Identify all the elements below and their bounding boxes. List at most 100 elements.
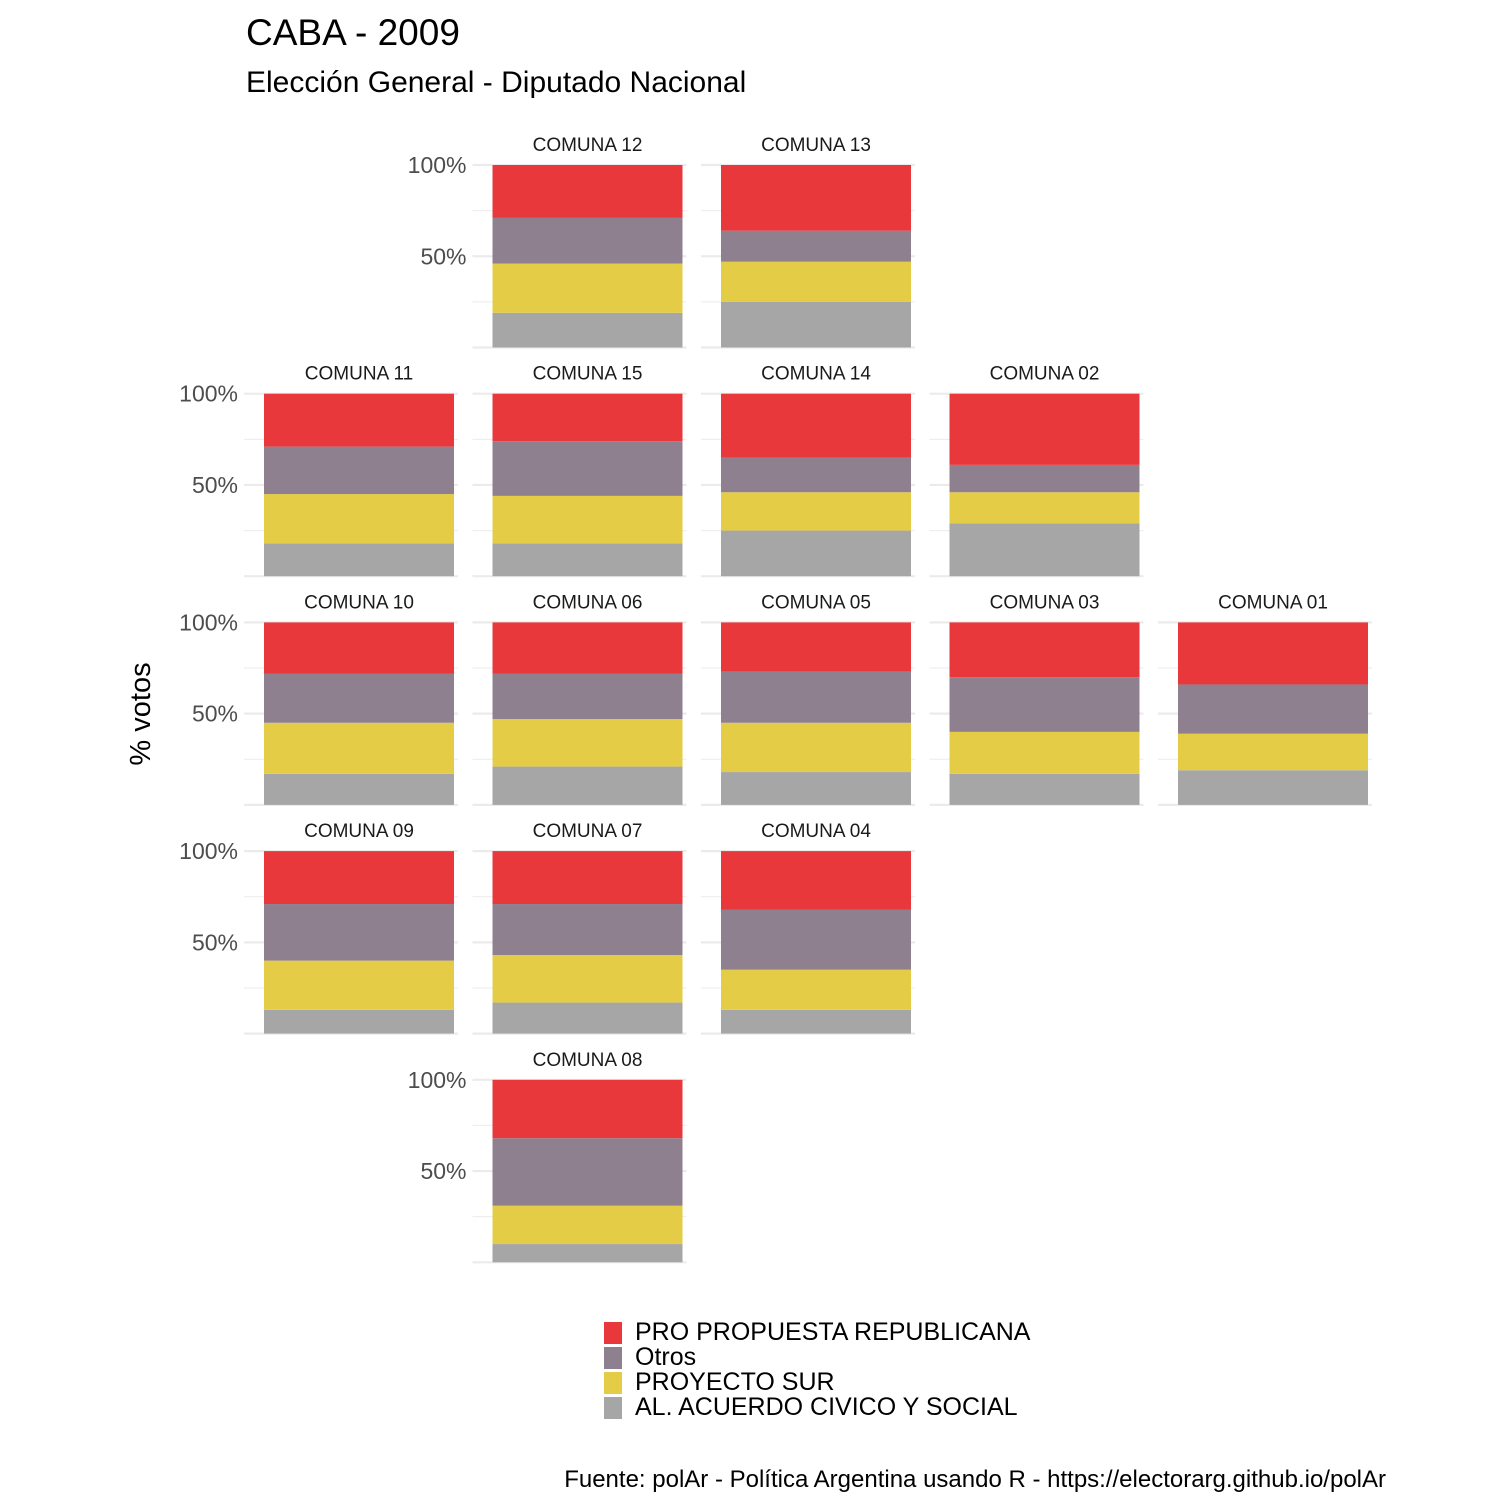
bar-segment (721, 671, 911, 723)
legend: PRO PROPUESTA REPUBLICANA Otros PROYECTO… (604, 1320, 1030, 1420)
bar-segment (949, 393, 1140, 465)
bar-segment (721, 492, 911, 531)
bar-segment (949, 773, 1140, 805)
legend-swatch (604, 1321, 622, 1344)
bar-segment (264, 904, 454, 961)
bar-segment (949, 677, 1140, 732)
bar-segment (721, 301, 911, 348)
bar-segment (492, 719, 683, 767)
facet-panel: COMUNA 02 (929, 364, 1144, 578)
bar-segment (492, 904, 683, 956)
strip-label: COMUNA 10 (304, 592, 414, 613)
bar-segment (492, 1205, 683, 1245)
bar-segment (492, 263, 683, 313)
y-tick-label: 100% (408, 1067, 467, 1093)
facet-panel: COMUNA 09 50% 100% (179, 821, 458, 1035)
bar-segment (264, 673, 454, 723)
bar-segment (949, 492, 1140, 524)
legend-item: Otros (604, 1345, 1030, 1370)
bar-segment (721, 909, 911, 970)
bar-segment (492, 766, 683, 805)
strip-label: COMUNA 03 (990, 592, 1100, 613)
strip-label: COMUNA 07 (533, 821, 643, 842)
bar-segment (492, 441, 683, 496)
y-tick-label: 50% (420, 1158, 466, 1184)
bar-segment (492, 312, 683, 348)
chart-title: CABA - 2009 (246, 12, 460, 53)
legend-label: AL. ACUERDO CIVICO Y SOCIAL (635, 1393, 1018, 1421)
bar-segment (492, 217, 683, 264)
legend-label: Otros (635, 1343, 697, 1371)
strip-label: COMUNA 11 (305, 364, 413, 385)
bar-segment (492, 1138, 683, 1206)
bar-segment (721, 457, 911, 493)
y-tick-label: 100% (408, 152, 467, 178)
bar-segment (721, 722, 911, 773)
legend-item: AL. ACUERDO CIVICO Y SOCIAL (604, 1395, 1030, 1420)
bar-segment (492, 1079, 683, 1139)
strip-label: COMUNA 04 (761, 821, 871, 842)
facet-panel: COMUNA 05 (701, 592, 915, 807)
chart-subtitle: Elección General - Diputado Nacional (246, 66, 747, 99)
bar-segment (949, 622, 1140, 678)
facet-panel: COMUNA 04 (701, 821, 915, 1035)
bar-segment (264, 446, 454, 495)
legend-swatch (604, 1346, 622, 1369)
bar-segment (949, 464, 1140, 493)
bar-segment (721, 622, 911, 672)
facet-panel: COMUNA 14 (701, 364, 915, 578)
strip-label: COMUNA 14 (761, 364, 871, 385)
facet-panel: COMUNA 08 50% 100% (408, 1050, 687, 1264)
strip-label: COMUNA 05 (761, 592, 871, 613)
bar-segment (264, 1009, 454, 1034)
caption: Fuente: polAr - Política Argentina usand… (564, 1466, 1386, 1493)
strip-label: COMUNA 08 (533, 1050, 643, 1071)
legend-item: PRO PROPUESTA REPUBLICANA (604, 1320, 1030, 1345)
bar-segment (1178, 733, 1368, 771)
bar-segment (264, 773, 454, 805)
bar-segment (264, 494, 454, 544)
y-tick-label: 100% (179, 381, 238, 407)
bar-segment (492, 165, 683, 218)
bar-segment (264, 622, 454, 674)
bar-segment (721, 969, 911, 1010)
bar-segment (721, 230, 911, 262)
facet-panel: COMUNA 15 (472, 364, 687, 578)
facet-panel: COMUNA 12 50% 100% (408, 135, 687, 349)
bar-segment (1178, 684, 1368, 734)
facet-panel: COMUNA 07 (472, 821, 687, 1035)
bar-segment (721, 772, 911, 805)
strip-label: COMUNA 01 (1218, 592, 1328, 613)
bar-segment (492, 622, 683, 674)
strip-label: COMUNA 13 (761, 135, 871, 156)
bar-segment (492, 543, 683, 577)
y-tick-label: 50% (192, 929, 238, 955)
bar-segment (492, 495, 683, 544)
strip-label: COMUNA 15 (533, 364, 643, 385)
y-tick-label: 50% (192, 472, 238, 498)
legend-label: PRO PROPUESTA REPUBLICANA (635, 1318, 1031, 1346)
bar-segment (949, 523, 1140, 577)
y-tick-label: 100% (179, 609, 238, 635)
bar-segment (721, 165, 911, 231)
facet-panel: COMUNA 11 50% 100% (179, 364, 458, 578)
y-tick-label: 50% (192, 701, 238, 727)
facet-panel: COMUNA 10 50% 100% (179, 592, 458, 807)
bar-segment (492, 393, 683, 442)
bar-segment (721, 530, 911, 577)
legend-label: PROYECTO SUR (635, 1368, 835, 1396)
facet-panel: COMUNA 06 (472, 592, 687, 807)
y-tick-label: 100% (179, 838, 238, 864)
strip-label: COMUNA 02 (990, 364, 1100, 385)
bar-segment (264, 393, 454, 447)
bar-segment (492, 1244, 683, 1263)
bar-segment (492, 955, 683, 1003)
bar-segment (492, 673, 683, 720)
bar-segment (721, 393, 911, 458)
strip-label: COMUNA 06 (533, 592, 643, 613)
facet-panel: COMUNA 03 (929, 592, 1144, 807)
bar-segment (264, 543, 454, 577)
strip-label: COMUNA 09 (304, 821, 414, 842)
bar-segment (492, 851, 683, 905)
